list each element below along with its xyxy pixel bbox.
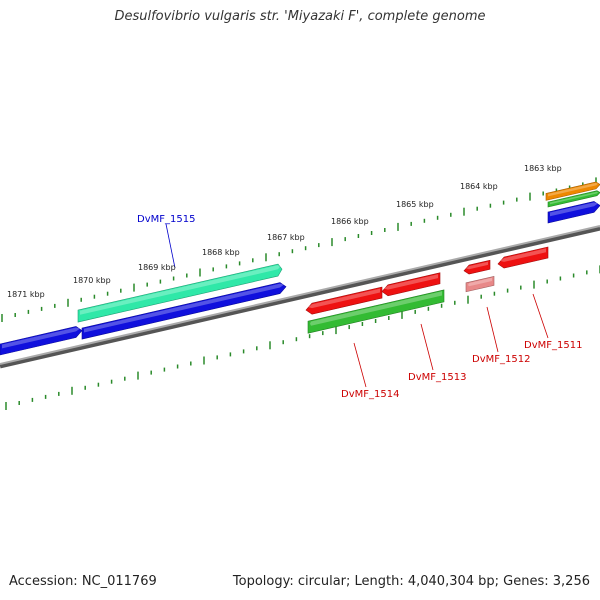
gene-arrow-dvmf-1511-highlight (500, 248, 546, 262)
kbp-label: 1868 kbp (202, 248, 240, 257)
gene-arrow-forward-right-highlight (550, 202, 598, 217)
gene-label: DvMF_1512 (472, 354, 530, 365)
gene-arrow-dvmf-1512-pink-highlight (468, 277, 492, 287)
accession-text: Accession: NC_011769 (9, 574, 157, 589)
kbp-label: 1864 kbp (460, 182, 498, 191)
gene-arrow-dvmf-1511 (497, 246, 549, 269)
gene-arrow-dvmf-1514-red (305, 286, 383, 315)
gene-label: DvMF_1514 (341, 389, 399, 400)
kbp-label: 1863 kbp (524, 164, 562, 173)
genome-backbone-shadow (0, 225, 600, 369)
tick-layer (1, 177, 600, 410)
gene-arrow-dvmf-1515 (77, 263, 283, 323)
inner-tick-row (5, 265, 600, 410)
kbp-label: 1870 kbp (73, 276, 111, 285)
gene-arrow-dvmf-1512-pink (465, 276, 495, 293)
gene-arrow-forward-left (0, 326, 83, 356)
kbp-label: 1871 kbp (7, 290, 45, 299)
gene-label: DvMF_1513 (408, 372, 466, 383)
summary-text: Topology: circular; Length: 4,040,304 bp… (232, 574, 590, 589)
genome-backbone (0, 225, 600, 365)
gene-arrow-dvmf-1514-red-highlight (308, 288, 380, 309)
kbp-label: 1866 kbp (331, 217, 369, 226)
gene-arrow-forward-right (547, 201, 600, 224)
gene-arrow-dvmf-1513-highlight (384, 274, 438, 290)
leader-line (532, 293, 549, 339)
leader-line (353, 342, 367, 388)
gene-arrow-green-top-right (547, 190, 600, 208)
gene-arrow-dvmf-1515-highlight (80, 265, 280, 315)
gene-arrow-dvmf-1514-highlight (310, 291, 442, 326)
gene-label-layer: DvMF_1515 DvMF_1514 DvMF_1513 DvMF_1512 DvMF… (137, 214, 582, 400)
backbone-layer (0, 225, 600, 369)
leader-layer (165, 223, 549, 388)
gene-arrow-dvmf-1512-highlight (466, 261, 488, 270)
gene-arrow-forward-mid-highlight (84, 283, 284, 333)
gene-arrow-orange-top-right (545, 181, 600, 201)
gene-label: DvMF_1511 (524, 340, 582, 351)
gene-arrow-dvmf-1513 (381, 272, 441, 297)
gene-layer (0, 181, 600, 356)
map-title: Desulfovibrio vulgaris str. 'Miyazaki F'… (114, 9, 486, 24)
leader-line (486, 306, 499, 353)
gene-arrow-dvmf-1514 (307, 289, 445, 334)
leader-line (420, 323, 434, 371)
leader-line (165, 223, 176, 269)
gene-arrow-green-top-right-highlight (550, 191, 598, 205)
outer-tick-row (1, 177, 597, 322)
gene-arrow-forward-left-highlight (2, 327, 80, 349)
gene-arrow-orange-top-right-highlight (548, 182, 598, 197)
kbp-label: 1867 kbp (267, 233, 305, 242)
kbp-label-layer: 1863 kbp 1864 kbp 1865 kbp 1866 kbp 1867 kbp… (7, 164, 562, 299)
kbp-label: 1865 kbp (396, 200, 434, 209)
gene-arrow-dvmf-1512 (463, 259, 491, 275)
kbp-label: 1869 kbp (138, 263, 176, 272)
gene-arrow-forward-mid (81, 282, 287, 340)
gene-label: DvMF_1515 (137, 214, 195, 225)
